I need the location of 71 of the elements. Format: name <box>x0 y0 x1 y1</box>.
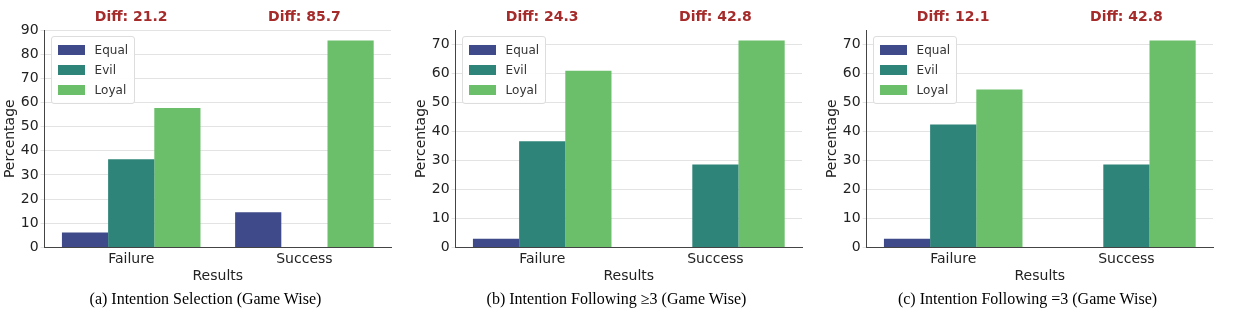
bar <box>519 141 566 247</box>
text: Diff: 12.1 <box>916 7 990 24</box>
legend-label: Equal <box>94 43 129 57</box>
y-tick-label: 0 <box>851 238 861 255</box>
bar <box>472 238 520 247</box>
y-tick-label: 90 <box>20 20 39 37</box>
y-tick-label: 60 <box>842 64 861 81</box>
bar <box>235 212 282 247</box>
legend-label: Equal <box>916 43 951 57</box>
y-tick-label: 20 <box>20 189 39 206</box>
bar <box>61 232 109 247</box>
bar <box>108 159 155 247</box>
y-tick-label: 60 <box>20 93 39 110</box>
x-tick-label: Success <box>276 250 333 267</box>
bar <box>565 70 612 247</box>
text: Diff: 85.7 <box>268 7 341 24</box>
bar <box>327 40 374 247</box>
legend-label: Evil <box>505 63 527 77</box>
x-tick-label: Success <box>1098 250 1155 267</box>
text: Diff: 24.3 <box>505 7 579 24</box>
x-tick-label: Failure <box>108 250 155 267</box>
bar <box>738 40 785 247</box>
bar <box>976 89 1023 247</box>
x-axis-title: Results <box>192 267 244 284</box>
y-tick-label: 20 <box>842 180 861 197</box>
y-tick-label: 50 <box>20 117 39 134</box>
y-tick-label: 10 <box>842 209 861 226</box>
y-tick-label: 20 <box>431 180 450 197</box>
y-tick-label: 40 <box>431 122 450 139</box>
y-tick-label: 80 <box>20 44 39 61</box>
y-tick-label: 70 <box>431 35 450 52</box>
y-tick-label: 30 <box>842 151 861 168</box>
y-tick-label: 40 <box>20 141 39 158</box>
legend-label: Equal <box>505 43 540 57</box>
y-axis-title: Percentage <box>1 99 18 179</box>
legend-label: Loyal <box>505 83 538 97</box>
text: (c) Intention Following =3 (Game Wise) <box>896 290 1159 308</box>
y-tick-label: 60 <box>431 64 450 81</box>
text: (a) Intention Selection (Game Wise) <box>88 290 323 308</box>
bar <box>883 238 931 247</box>
y-tick-label: 30 <box>431 151 450 168</box>
legend-label: Evil <box>94 63 116 77</box>
x-tick-label: Success <box>687 250 744 267</box>
bar <box>154 108 201 247</box>
legend-label: Loyal <box>916 83 949 97</box>
bar <box>930 124 977 247</box>
text: (b) Intention Following ≥3 (Game Wise) <box>485 290 748 308</box>
y-tick-label: 50 <box>431 93 450 110</box>
y-tick-label: 40 <box>842 122 861 139</box>
y-tick-label: 10 <box>20 213 39 230</box>
x-axis-title: Results <box>1014 267 1066 284</box>
y-tick-label: 70 <box>20 68 39 85</box>
text: Diff: 42.8 <box>1090 7 1163 24</box>
y-tick-label: 0 <box>440 238 450 255</box>
legend-label: Evil <box>916 63 938 77</box>
x-tick-label: Failure <box>930 250 977 267</box>
y-tick-label: 70 <box>842 35 861 52</box>
y-tick-label: 10 <box>431 209 450 226</box>
y-axis-title: Percentage <box>412 99 429 179</box>
y-tick-label: 50 <box>842 93 861 110</box>
x-tick-label: Failure <box>519 250 566 267</box>
legend-label: Loyal <box>94 83 127 97</box>
bar <box>692 164 739 247</box>
bar <box>1103 164 1150 247</box>
y-tick-label: 0 <box>29 238 39 255</box>
text: Diff: 21.2 <box>94 7 168 24</box>
y-tick-label: 30 <box>20 165 39 182</box>
bar <box>1149 40 1196 247</box>
x-axis-title: Results <box>603 267 655 284</box>
text: Diff: 42.8 <box>679 7 752 24</box>
y-axis-title: Percentage <box>823 99 840 179</box>
